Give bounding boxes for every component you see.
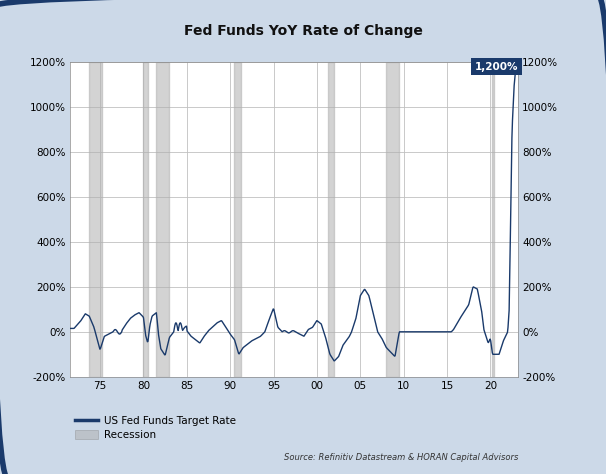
Text: 1,200%: 1,200% (474, 62, 518, 72)
Bar (156, 62, 168, 377)
Bar (144, 62, 148, 377)
Legend: US Fed Funds Target Rate, Recession: US Fed Funds Target Rate, Recession (75, 416, 236, 440)
Bar (328, 62, 333, 377)
Bar (385, 62, 399, 377)
Text: Fed Funds YoY Rate of Change: Fed Funds YoY Rate of Change (184, 24, 422, 38)
Bar (89, 62, 102, 377)
Text: Source: Refinitiv Datastream & HORAN Capital Advisors: Source: Refinitiv Datastream & HORAN Cap… (284, 453, 518, 462)
Bar (492, 62, 494, 377)
Bar (235, 62, 241, 377)
